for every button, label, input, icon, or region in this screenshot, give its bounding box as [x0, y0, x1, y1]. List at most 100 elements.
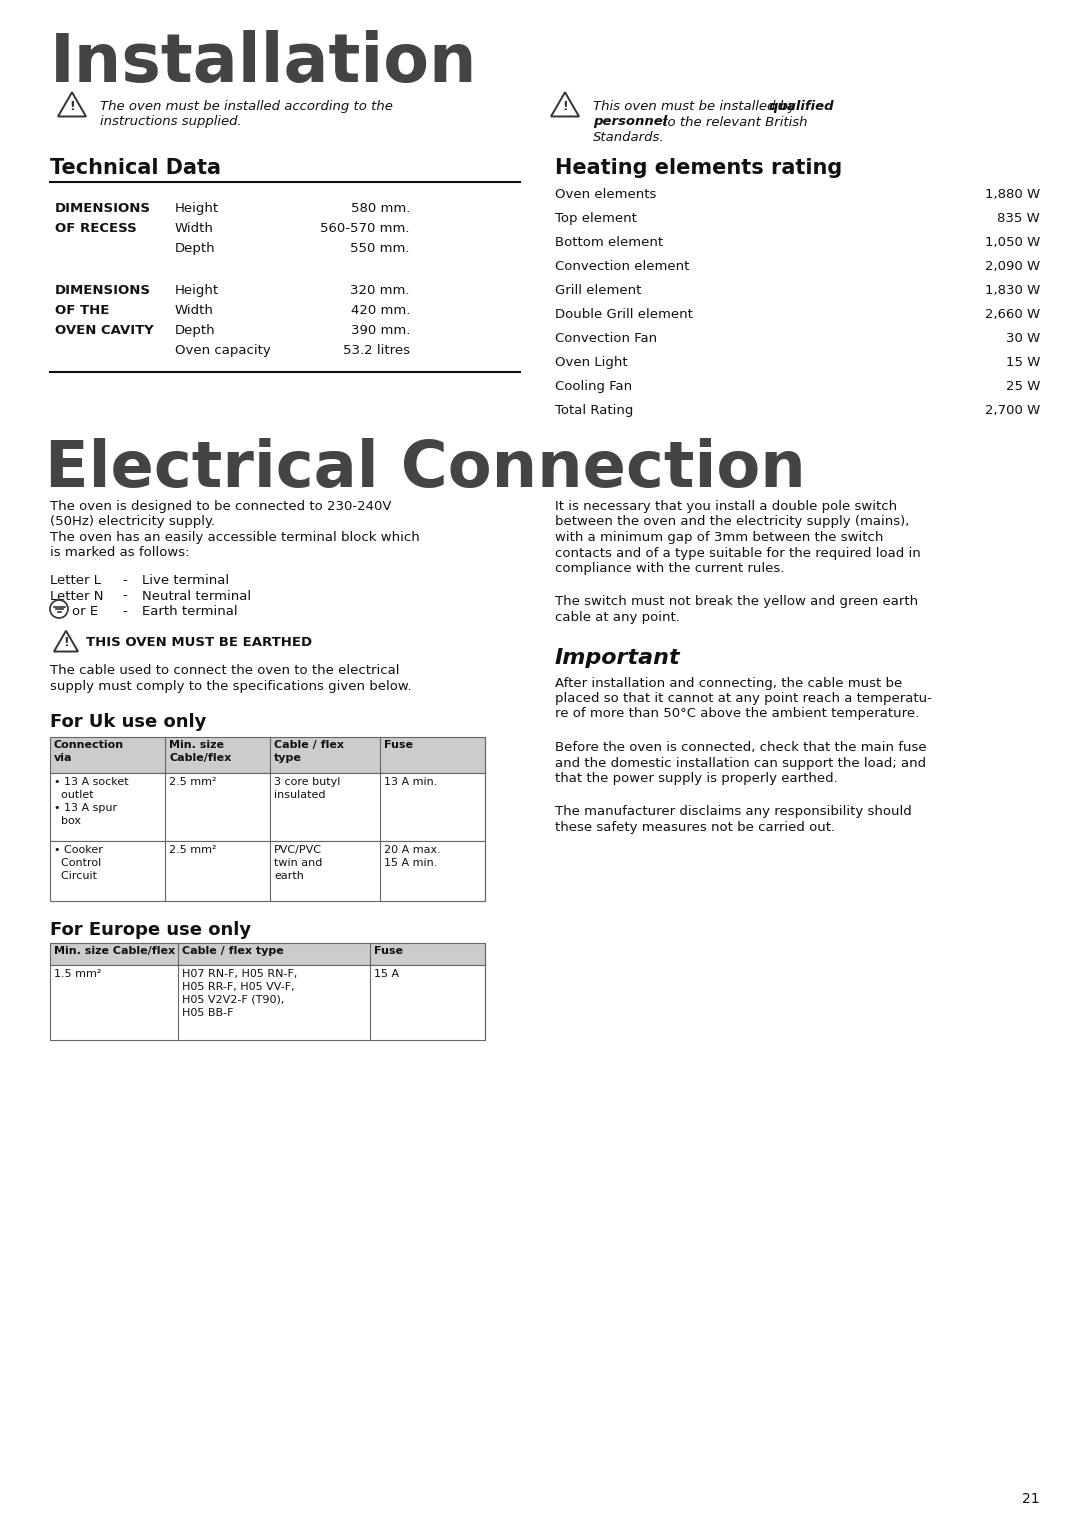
- Text: PVC/PVC
twin and
earth: PVC/PVC twin and earth: [274, 845, 322, 880]
- Text: Technical Data: Technical Data: [50, 157, 221, 177]
- Text: The manufacturer disclaims any responsibility should: The manufacturer disclaims any responsib…: [555, 805, 912, 819]
- Text: OF THE: OF THE: [55, 304, 109, 316]
- Text: Grill element: Grill element: [555, 284, 642, 296]
- Text: For Uk use only: For Uk use only: [50, 714, 206, 732]
- Text: 320 mm.: 320 mm.: [351, 284, 410, 296]
- Text: 15 A: 15 A: [374, 969, 400, 979]
- Text: 2.5 mm²: 2.5 mm²: [168, 778, 216, 787]
- Text: Width: Width: [175, 304, 214, 316]
- Text: instructions supplied.: instructions supplied.: [100, 116, 242, 128]
- Bar: [50, 773, 485, 842]
- Text: Cable / flex type: Cable / flex type: [183, 946, 284, 957]
- Text: The oven must be installed according to the: The oven must be installed according to …: [100, 99, 393, 113]
- Text: Min. size
Cable/flex: Min. size Cable/flex: [168, 740, 231, 762]
- Text: Bottom element: Bottom element: [555, 235, 663, 249]
- Text: OVEN CAVITY: OVEN CAVITY: [55, 324, 153, 338]
- Text: -: -: [122, 590, 126, 602]
- Text: Before the oven is connected, check that the main fuse: Before the oven is connected, check that…: [555, 741, 927, 753]
- Bar: [50, 842, 485, 902]
- Text: Heating elements rating: Heating elements rating: [555, 157, 842, 177]
- Text: 21: 21: [1023, 1491, 1040, 1507]
- Text: to the relevant British: to the relevant British: [658, 116, 808, 128]
- Text: 20 A max.
15 A min.: 20 A max. 15 A min.: [384, 845, 441, 868]
- Text: Height: Height: [175, 284, 219, 296]
- Text: 1,050 W: 1,050 W: [985, 235, 1040, 249]
- Text: -: -: [122, 605, 126, 617]
- Text: • Cooker
  Control
  Circuit: • Cooker Control Circuit: [54, 845, 103, 880]
- Text: The cable used to connect the oven to the electrical: The cable used to connect the oven to th…: [50, 665, 400, 677]
- Text: is marked as follows:: is marked as follows:: [50, 547, 189, 559]
- Text: placed so that it cannot at any point reach a temperatu-: placed so that it cannot at any point re…: [555, 692, 932, 704]
- Text: Important: Important: [555, 648, 680, 669]
- Text: DIMENSIONS: DIMENSIONS: [55, 284, 151, 296]
- Text: qualified: qualified: [769, 99, 835, 113]
- Text: 3 core butyl
insulated: 3 core butyl insulated: [274, 778, 340, 801]
- Text: !: !: [69, 101, 75, 113]
- Text: Neutral terminal: Neutral terminal: [141, 590, 252, 602]
- Text: THIS OVEN MUST BE EARTHED: THIS OVEN MUST BE EARTHED: [86, 636, 312, 649]
- Text: DIMENSIONS: DIMENSIONS: [55, 202, 151, 215]
- Text: compliance with the current rules.: compliance with the current rules.: [555, 562, 784, 575]
- Text: !: !: [63, 636, 69, 648]
- Text: 1,830 W: 1,830 W: [985, 284, 1040, 296]
- Text: 420 mm.: 420 mm.: [351, 304, 410, 316]
- Text: between the oven and the electricity supply (mains),: between the oven and the electricity sup…: [555, 515, 909, 529]
- Text: The switch must not break the yellow and green earth: The switch must not break the yellow and…: [555, 596, 918, 608]
- Text: 25 W: 25 W: [1005, 380, 1040, 393]
- Text: 2,660 W: 2,660 W: [985, 309, 1040, 321]
- Bar: [50, 736, 485, 773]
- Text: contacts and of a type suitable for the required load in: contacts and of a type suitable for the …: [555, 547, 921, 559]
- Text: H07 RN-F, H05 RN-F,
H05 RR-F, H05 VV-F,
H05 V2V2-F (T90),
H05 BB-F: H07 RN-F, H05 RN-F, H05 RR-F, H05 VV-F, …: [183, 969, 297, 1018]
- Text: !: !: [562, 101, 568, 113]
- Text: 2,090 W: 2,090 W: [985, 260, 1040, 274]
- Text: 13 A min.: 13 A min.: [384, 778, 437, 787]
- Text: 1.5 mm²: 1.5 mm²: [54, 969, 102, 979]
- Text: Live terminal: Live terminal: [141, 575, 229, 587]
- Text: For Europe use only: For Europe use only: [50, 921, 252, 940]
- Text: This oven must be installed by: This oven must be installed by: [593, 99, 800, 113]
- Text: that the power supply is properly earthed.: that the power supply is properly earthe…: [555, 772, 838, 785]
- Text: Cooling Fan: Cooling Fan: [555, 380, 632, 393]
- Text: Earth terminal: Earth terminal: [141, 605, 238, 617]
- Text: Oven elements: Oven elements: [555, 188, 657, 202]
- Text: personnel: personnel: [593, 116, 667, 128]
- Text: Top element: Top element: [555, 212, 637, 225]
- Text: Letter N: Letter N: [50, 590, 104, 602]
- Text: Connection
via: Connection via: [54, 740, 124, 762]
- Text: with a minimum gap of 3mm between the switch: with a minimum gap of 3mm between the sw…: [555, 532, 883, 544]
- Bar: [50, 943, 485, 966]
- Text: Depth: Depth: [175, 241, 216, 255]
- Text: After installation and connecting, the cable must be: After installation and connecting, the c…: [555, 677, 902, 689]
- Text: 835 W: 835 W: [997, 212, 1040, 225]
- Text: 560-570 mm.: 560-570 mm.: [321, 222, 410, 235]
- Text: Oven capacity: Oven capacity: [175, 344, 271, 358]
- Bar: [50, 966, 485, 1041]
- Text: • 13 A socket
  outlet
• 13 A spur
  box: • 13 A socket outlet • 13 A spur box: [54, 778, 129, 825]
- Text: 580 mm.: 580 mm.: [351, 202, 410, 215]
- Text: Fuse: Fuse: [374, 946, 403, 957]
- Text: (50Hz) electricity supply.: (50Hz) electricity supply.: [50, 515, 215, 529]
- Text: or E: or E: [72, 605, 98, 617]
- Text: Double Grill element: Double Grill element: [555, 309, 693, 321]
- Text: Depth: Depth: [175, 324, 216, 338]
- Text: Standards.: Standards.: [593, 131, 664, 144]
- Text: It is necessary that you install a double pole switch: It is necessary that you install a doubl…: [555, 500, 897, 513]
- Text: Width: Width: [175, 222, 214, 235]
- Text: supply must comply to the specifications given below.: supply must comply to the specifications…: [50, 680, 411, 692]
- Text: 53.2 litres: 53.2 litres: [343, 344, 410, 358]
- Text: Cable / flex
type: Cable / flex type: [274, 740, 345, 762]
- Text: 15 W: 15 W: [1005, 356, 1040, 368]
- Text: Installation: Installation: [50, 31, 477, 96]
- Text: re of more than 50°C above the ambient temperature.: re of more than 50°C above the ambient t…: [555, 707, 919, 721]
- Text: Min. size Cable/flex: Min. size Cable/flex: [54, 946, 175, 957]
- Text: 390 mm.: 390 mm.: [351, 324, 410, 338]
- Text: The oven has an easily accessible terminal block which: The oven has an easily accessible termin…: [50, 532, 420, 544]
- Text: Oven Light: Oven Light: [555, 356, 627, 368]
- Text: Convection element: Convection element: [555, 260, 689, 274]
- Text: Letter L: Letter L: [50, 575, 102, 587]
- Text: Height: Height: [175, 202, 219, 215]
- Text: Convection Fan: Convection Fan: [555, 332, 657, 345]
- Text: Electrical Connection: Electrical Connection: [45, 439, 806, 500]
- Text: 30 W: 30 W: [1005, 332, 1040, 345]
- Text: Total Rating: Total Rating: [555, 403, 633, 417]
